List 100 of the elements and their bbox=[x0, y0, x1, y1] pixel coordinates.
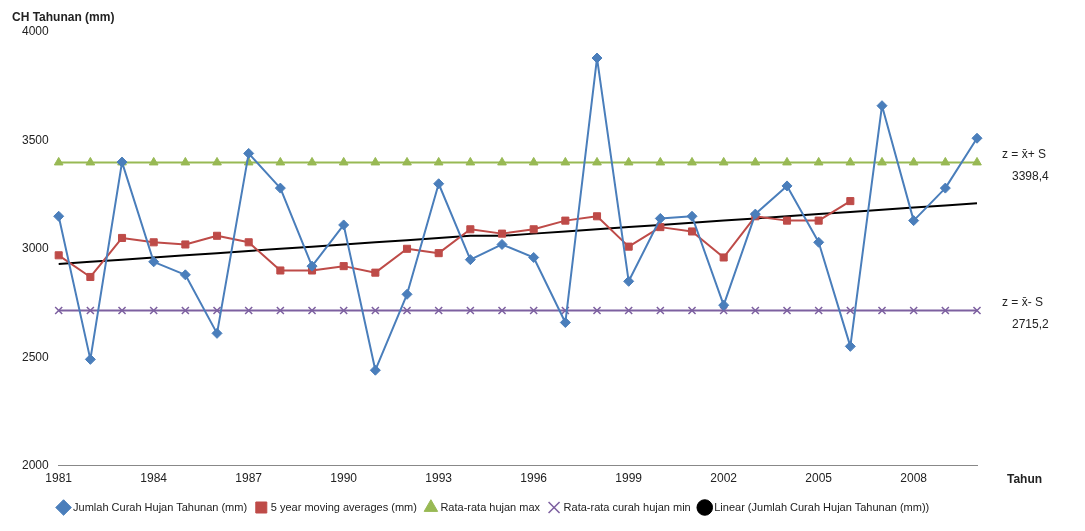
point bbox=[86, 306, 95, 315]
point bbox=[181, 240, 190, 249]
point bbox=[656, 306, 665, 315]
point bbox=[434, 306, 443, 315]
point bbox=[307, 306, 317, 315]
point bbox=[782, 156, 792, 166]
point bbox=[908, 215, 920, 227]
point bbox=[719, 253, 728, 262]
point bbox=[972, 156, 982, 166]
text: z = x̄- S bbox=[1002, 294, 1044, 309]
point bbox=[402, 306, 412, 315]
x-tick-label: 1993 bbox=[425, 471, 453, 486]
point bbox=[307, 156, 317, 166]
legend-label: 5 year moving averages (mm) bbox=[270, 500, 417, 513]
point bbox=[181, 306, 190, 315]
x-tick-label: 1999 bbox=[615, 471, 643, 486]
legend-label: Jumlah Curah Hujan Tahunan (mm) bbox=[73, 500, 248, 513]
point bbox=[592, 156, 602, 166]
point bbox=[149, 238, 158, 247]
point bbox=[528, 251, 540, 263]
point bbox=[306, 260, 318, 272]
point bbox=[655, 156, 666, 166]
point bbox=[54, 306, 63, 315]
point bbox=[749, 208, 761, 220]
point bbox=[244, 238, 253, 247]
point bbox=[813, 236, 825, 248]
point bbox=[117, 306, 127, 315]
point bbox=[211, 327, 223, 339]
point bbox=[497, 306, 507, 315]
point bbox=[275, 156, 286, 166]
point bbox=[782, 306, 792, 315]
point bbox=[781, 180, 793, 192]
y-tick-label: 4000 bbox=[21, 24, 50, 39]
point bbox=[339, 306, 348, 315]
point bbox=[814, 216, 823, 225]
point bbox=[148, 156, 159, 166]
legend-label: Linear (Jumlah Curah Hujan Tahunan (mm)) bbox=[714, 500, 930, 513]
x-tick-label: 2008 bbox=[900, 471, 928, 486]
point bbox=[687, 156, 697, 166]
point bbox=[656, 223, 665, 232]
point bbox=[433, 156, 444, 166]
point bbox=[654, 212, 666, 224]
point bbox=[529, 306, 538, 315]
y-tick-label: 3000 bbox=[21, 241, 50, 256]
point bbox=[243, 147, 255, 159]
point bbox=[971, 132, 983, 144]
point bbox=[750, 156, 761, 166]
point bbox=[148, 256, 160, 268]
point bbox=[85, 156, 96, 166]
y-tick-label: 3500 bbox=[21, 132, 50, 147]
point bbox=[402, 156, 412, 166]
x-axis-title: Tahun bbox=[1007, 471, 1043, 486]
x-tick-label: 2002 bbox=[710, 471, 738, 486]
x-tick-label: 1987 bbox=[235, 471, 263, 486]
point bbox=[718, 299, 730, 311]
point bbox=[624, 242, 633, 251]
point bbox=[751, 306, 760, 315]
point bbox=[244, 306, 253, 315]
y-axis-title: CH Tahunan (mm) bbox=[12, 10, 115, 25]
point bbox=[54, 251, 63, 260]
point bbox=[909, 306, 918, 315]
point bbox=[212, 156, 222, 166]
point bbox=[53, 156, 64, 166]
point bbox=[846, 197, 855, 206]
point bbox=[497, 229, 507, 238]
x-tick-label: 2005 bbox=[805, 471, 833, 486]
point bbox=[972, 306, 982, 315]
point bbox=[464, 254, 476, 266]
x-tick-label: 1981 bbox=[45, 471, 73, 486]
point bbox=[149, 306, 158, 315]
point bbox=[369, 364, 381, 376]
point bbox=[939, 182, 951, 194]
point bbox=[276, 266, 285, 275]
y-tick-label: 2500 bbox=[21, 349, 50, 364]
point bbox=[592, 212, 602, 221]
point bbox=[623, 156, 634, 166]
point bbox=[338, 219, 350, 231]
point bbox=[624, 306, 633, 315]
text: z = x̄+ S bbox=[1002, 146, 1047, 161]
point bbox=[941, 306, 950, 315]
point bbox=[687, 306, 697, 315]
point bbox=[276, 306, 285, 315]
point bbox=[623, 275, 635, 287]
point bbox=[908, 156, 919, 166]
point bbox=[686, 210, 698, 222]
point bbox=[180, 156, 191, 166]
point bbox=[561, 306, 570, 315]
point bbox=[845, 156, 856, 166]
x-tick-label: 1996 bbox=[520, 471, 548, 486]
point bbox=[529, 225, 538, 234]
legend-label: Rata-rata hujan max bbox=[440, 500, 541, 513]
point bbox=[844, 340, 856, 352]
point bbox=[465, 156, 476, 166]
point bbox=[559, 317, 571, 329]
point bbox=[496, 238, 508, 250]
point bbox=[402, 244, 412, 253]
point bbox=[782, 216, 792, 225]
point bbox=[814, 306, 823, 315]
point bbox=[86, 272, 95, 282]
point bbox=[687, 227, 697, 236]
